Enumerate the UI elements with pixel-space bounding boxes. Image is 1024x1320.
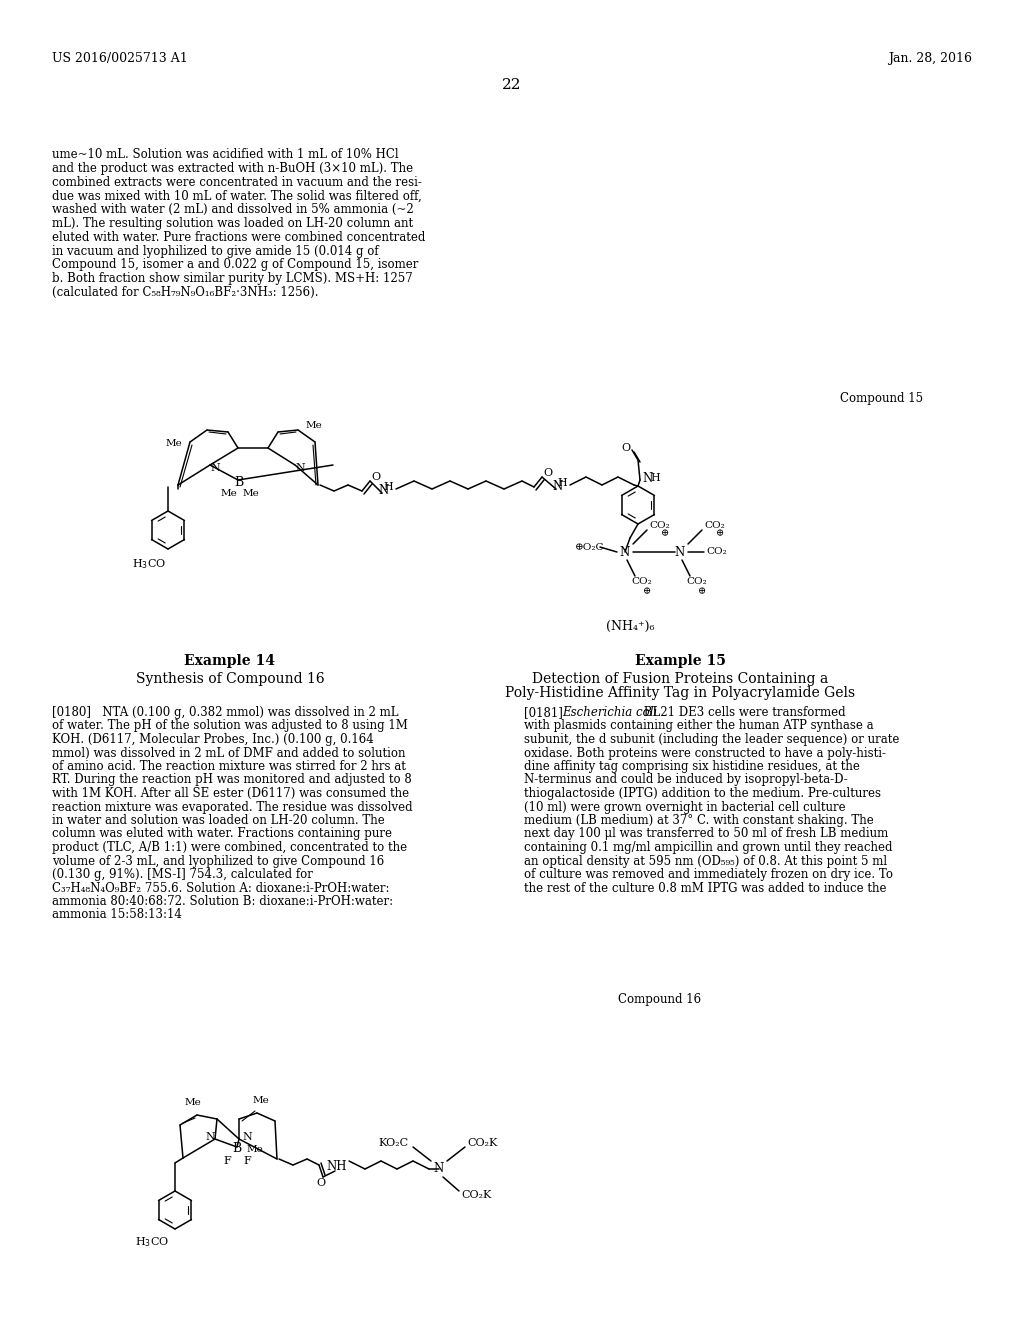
Text: N: N	[643, 471, 653, 484]
Text: CO₂: CO₂	[649, 521, 670, 531]
Text: reaction mixture was evaporated. The residue was dissolved: reaction mixture was evaporated. The res…	[52, 800, 413, 813]
Text: CO₂: CO₂	[705, 521, 725, 531]
Text: N: N	[379, 484, 389, 498]
Text: O: O	[544, 469, 553, 478]
Text: O: O	[316, 1177, 326, 1188]
Text: ume~10 mL. Solution was acidified with 1 mL of 10% HCl: ume~10 mL. Solution was acidified with 1…	[52, 148, 398, 161]
Text: ammonia 15:58:13:14: ammonia 15:58:13:14	[52, 908, 182, 921]
Text: b. Both fraction show similar purity by LCMS). MS+H: 1257: b. Both fraction show similar purity by …	[52, 272, 413, 285]
Text: subunit, the d subunit (including the leader sequence) or urate: subunit, the d subunit (including the le…	[524, 733, 899, 746]
Text: N: N	[620, 545, 630, 558]
Text: H$_3$CO: H$_3$CO	[135, 1236, 169, 1249]
Text: O: O	[372, 473, 381, 482]
Text: CO₂K: CO₂K	[467, 1138, 498, 1148]
Text: dine affinity tag comprising six histidine residues, at the: dine affinity tag comprising six histidi…	[524, 760, 860, 774]
Text: the rest of the culture 0.8 mM IPTG was added to induce the: the rest of the culture 0.8 mM IPTG was …	[524, 882, 887, 895]
Text: CO₂: CO₂	[706, 548, 727, 557]
Text: H: H	[650, 473, 659, 483]
Text: Me: Me	[243, 490, 259, 499]
Text: Compound 15, isomer a and 0.022 g of Compound 15, isomer: Compound 15, isomer a and 0.022 g of Com…	[52, 259, 419, 272]
Text: with plasmids containing either the human ATP synthase a: with plasmids containing either the huma…	[524, 719, 873, 733]
Text: washed with water (2 mL) and dissolved in 5% ammonia (~2: washed with water (2 mL) and dissolved i…	[52, 203, 414, 216]
Text: RT. During the reaction pH was monitored and adjusted to 8: RT. During the reaction pH was monitored…	[52, 774, 412, 787]
Text: Example 15: Example 15	[635, 653, 725, 668]
Text: containing 0.1 mg/ml ampicillin and grown until they reached: containing 0.1 mg/ml ampicillin and grow…	[524, 841, 893, 854]
Text: KO₂C: KO₂C	[379, 1138, 409, 1148]
Text: Poly-Histidine Affinity Tag in Polyacrylamide Gels: Poly-Histidine Affinity Tag in Polyacryl…	[505, 686, 855, 700]
Text: ⊕: ⊕	[698, 587, 707, 597]
Text: Me: Me	[247, 1144, 263, 1154]
Text: [0180]   NTA (0.100 g, 0.382 mmol) was dissolved in 2 mL: [0180] NTA (0.100 g, 0.382 mmol) was dis…	[52, 706, 398, 719]
Text: Synthesis of Compound 16: Synthesis of Compound 16	[136, 672, 325, 686]
Text: (10 ml) were grown overnight in bacterial cell culture: (10 ml) were grown overnight in bacteria…	[524, 800, 846, 813]
Text: N: N	[295, 463, 305, 473]
Text: Me: Me	[165, 440, 182, 449]
Text: ⊕: ⊕	[660, 529, 669, 539]
Text: [0181]: [0181]	[524, 706, 574, 719]
Text: Detection of Fusion Proteins Containing a: Detection of Fusion Proteins Containing …	[531, 672, 828, 686]
Text: combined extracts were concentrated in vacuum and the resi-: combined extracts were concentrated in v…	[52, 176, 422, 189]
Text: N: N	[205, 1133, 215, 1142]
Text: Example 14: Example 14	[184, 653, 275, 668]
Text: of amino acid. The reaction mixture was stirred for 2 hrs at: of amino acid. The reaction mixture was …	[52, 760, 406, 774]
Text: and the product was extracted with n-BuOH (3×10 mL). The: and the product was extracted with n-BuO…	[52, 162, 413, 174]
Text: ammonia 80:40:68:72. Solution B: dioxane:i-PrOH:water:: ammonia 80:40:68:72. Solution B: dioxane…	[52, 895, 393, 908]
Text: US 2016/0025713 A1: US 2016/0025713 A1	[52, 51, 187, 65]
Text: (NH₄⁺)₆: (NH₄⁺)₆	[606, 620, 654, 634]
Text: KOH. (D6117, Molecular Probes, Inc.) (0.100 g, 0.164: KOH. (D6117, Molecular Probes, Inc.) (0.…	[52, 733, 374, 746]
Text: ⊕: ⊕	[643, 587, 651, 597]
Text: product (TLC, A/B 1:1) were combined, concentrated to the: product (TLC, A/B 1:1) were combined, co…	[52, 841, 408, 854]
Text: Compound 15: Compound 15	[840, 392, 923, 405]
Text: Me: Me	[220, 490, 238, 499]
Text: ⊕O₂C: ⊕O₂C	[575, 543, 604, 552]
Text: F: F	[223, 1156, 230, 1166]
Text: 22: 22	[502, 78, 522, 92]
Text: (0.130 g, 91%). [MS-I] 754.3, calculated for: (0.130 g, 91%). [MS-I] 754.3, calculated…	[52, 869, 313, 880]
Text: eluted with water. Pure fractions were combined concentrated: eluted with water. Pure fractions were c…	[52, 231, 425, 244]
Text: medium (LB medium) at 37° C. with constant shaking. The: medium (LB medium) at 37° C. with consta…	[524, 814, 873, 828]
Text: ⊕: ⊕	[716, 529, 724, 539]
Text: due was mixed with 10 mL of water. The solid was filtered off,: due was mixed with 10 mL of water. The s…	[52, 189, 422, 202]
Text: (calculated for C₅₈H₇₉N₉O₁₆BF₂·3NH₃: 1256).: (calculated for C₅₈H₇₉N₉O₁₆BF₂·3NH₃: 125…	[52, 286, 318, 300]
Text: in vacuum and lyophilized to give amide 15 (0.014 g of: in vacuum and lyophilized to give amide …	[52, 244, 379, 257]
Text: volume of 2-3 mL, and lyophilized to give Compound 16: volume of 2-3 mL, and lyophilized to giv…	[52, 854, 384, 867]
Text: oxidase. Both proteins were constructed to have a poly-histi-: oxidase. Both proteins were constructed …	[524, 747, 886, 759]
Text: Jan. 28, 2016: Jan. 28, 2016	[888, 51, 972, 65]
Text: Compound 16: Compound 16	[618, 993, 701, 1006]
Text: Escherichia coli: Escherichia coli	[562, 706, 657, 719]
Text: B: B	[234, 475, 244, 488]
Text: CO₂: CO₂	[631, 578, 651, 586]
Text: of water. The pH of the solution was adjusted to 8 using 1M: of water. The pH of the solution was adj…	[52, 719, 408, 733]
Text: mL). The resulting solution was loaded on LH-20 column ant: mL). The resulting solution was loaded o…	[52, 216, 413, 230]
Text: next day 100 μl was transferred to 50 ml of fresh LB medium: next day 100 μl was transferred to 50 ml…	[524, 828, 888, 841]
Text: Me: Me	[306, 421, 323, 430]
Text: thiogalactoside (IPTG) addition to the medium. Pre-cultures: thiogalactoside (IPTG) addition to the m…	[524, 787, 881, 800]
Text: H: H	[383, 482, 393, 492]
Text: an optical density at 595 nm (OD₅₉₅) of 0.8. At this point 5 ml: an optical density at 595 nm (OD₅₉₅) of …	[524, 854, 887, 867]
Text: H$_3$CO: H$_3$CO	[132, 557, 166, 570]
Text: with 1M KOH. After all SE ester (D6117) was consumed the: with 1M KOH. After all SE ester (D6117) …	[52, 787, 410, 800]
Text: C₃₇H₄₈N₄O₉BF₂ 755.6. Solution A: dioxane:i-PrOH:water:: C₃₇H₄₈N₄O₉BF₂ 755.6. Solution A: dioxane…	[52, 882, 389, 895]
Text: in water and solution was loaded on LH-20 column. The: in water and solution was loaded on LH-2…	[52, 814, 385, 828]
Text: of culture was removed and immediately frozen on dry ice. To: of culture was removed and immediately f…	[524, 869, 893, 880]
Text: NH: NH	[327, 1160, 347, 1173]
Text: Me: Me	[184, 1098, 202, 1107]
Text: BL21 DE3 cells were transformed: BL21 DE3 cells were transformed	[640, 706, 846, 719]
Text: N: N	[675, 545, 685, 558]
Text: CO₂K: CO₂K	[461, 1191, 492, 1200]
Text: Me: Me	[253, 1096, 269, 1105]
Text: N: N	[434, 1163, 444, 1176]
Text: O: O	[622, 444, 631, 453]
Text: H: H	[557, 478, 567, 488]
Text: N: N	[210, 463, 220, 473]
Text: N: N	[553, 480, 563, 494]
Text: N: N	[242, 1133, 252, 1142]
Text: B: B	[232, 1143, 242, 1155]
Text: mmol) was dissolved in 2 mL of DMF and added to solution: mmol) was dissolved in 2 mL of DMF and a…	[52, 747, 406, 759]
Text: CO₂: CO₂	[686, 578, 707, 586]
Text: column was eluted with water. Fractions containing pure: column was eluted with water. Fractions …	[52, 828, 392, 841]
Text: F: F	[243, 1156, 251, 1166]
Text: N-terminus and could be induced by isopropyl-beta-D-: N-terminus and could be induced by isopr…	[524, 774, 848, 787]
